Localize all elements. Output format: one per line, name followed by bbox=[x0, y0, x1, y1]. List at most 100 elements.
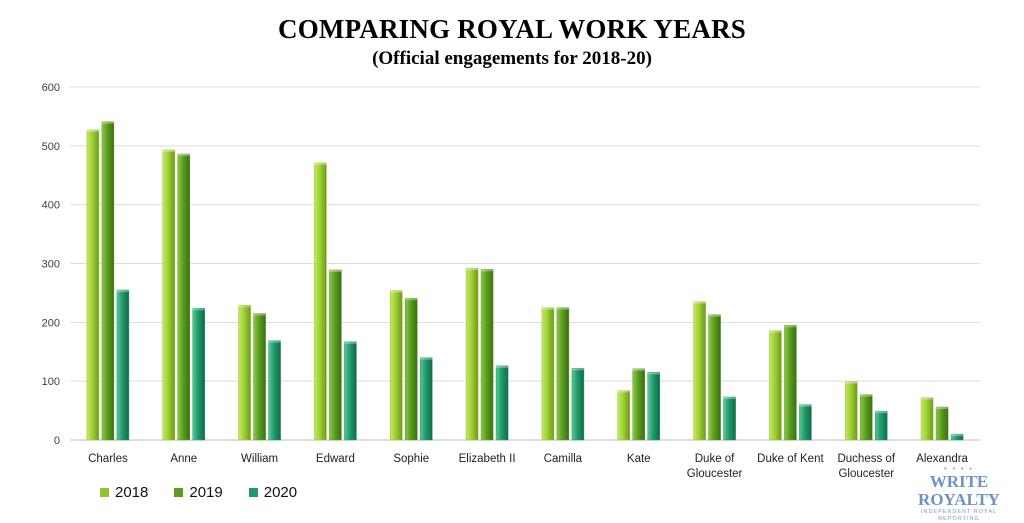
bar-cap bbox=[192, 308, 205, 311]
bar-cap bbox=[632, 368, 645, 371]
category-label-line: Gloucester bbox=[687, 468, 743, 480]
bar-2020 bbox=[268, 340, 281, 441]
bar-2018 bbox=[541, 307, 555, 441]
bar-2020 bbox=[571, 367, 585, 441]
category-label-line: Charles bbox=[88, 453, 128, 465]
legend-label: 2020 bbox=[263, 484, 298, 501]
bar-cap bbox=[496, 365, 509, 368]
bar-cap bbox=[253, 313, 266, 316]
brand-dots: • • • • bbox=[944, 466, 974, 473]
bar-cap bbox=[405, 298, 418, 301]
category-label-line: William bbox=[241, 453, 278, 465]
y-tick-label: 300 bbox=[42, 259, 60, 271]
bar-cap bbox=[571, 368, 584, 371]
brand-logo: • • • • WRITE ROYALTY INDEPENDENT ROYAL … bbox=[900, 466, 1018, 523]
legend-swatch bbox=[248, 488, 258, 497]
legend-item-2020: 2020 bbox=[248, 484, 298, 501]
bar-2018 bbox=[693, 301, 706, 441]
bar-cap bbox=[708, 314, 721, 317]
bar-cap bbox=[344, 341, 357, 344]
bar-2020 bbox=[950, 433, 964, 441]
bar-cap bbox=[723, 397, 736, 400]
category-label-line: Anne bbox=[170, 453, 197, 465]
category-label-line: Duke of bbox=[695, 453, 735, 465]
bar-cap bbox=[329, 269, 342, 272]
bar-2019 bbox=[101, 121, 115, 441]
category-label: Sophie bbox=[393, 453, 429, 465]
chart-subtitle: (Official engagements for 2018-20) bbox=[372, 48, 652, 69]
legend: 2018 2019 2020 bbox=[100, 484, 297, 501]
bar-2020 bbox=[723, 396, 736, 441]
legend-label: 2019 bbox=[189, 484, 223, 501]
chart-title: COMPARING ROYAL WORK YEARS bbox=[278, 14, 746, 44]
bar-2019 bbox=[329, 269, 342, 441]
bar-cap bbox=[799, 404, 812, 407]
bar-cap bbox=[875, 411, 888, 414]
category-label-line: Camilla bbox=[544, 453, 583, 465]
category-label-line: Gloucester bbox=[838, 468, 894, 480]
bar-2019 bbox=[556, 307, 570, 441]
y-tick-label: 100 bbox=[42, 376, 60, 388]
bar-cap bbox=[784, 325, 797, 328]
category-labels: Charles Anne William Edward Sophie Elizabeth … bbox=[88, 453, 968, 480]
category-label: Kate bbox=[627, 453, 651, 465]
bar-cap bbox=[481, 269, 494, 272]
bar-cap bbox=[693, 301, 706, 304]
bar-cap bbox=[647, 372, 660, 375]
bar-2018 bbox=[86, 129, 100, 441]
bar-2019 bbox=[405, 297, 418, 441]
bar-cap bbox=[951, 434, 964, 437]
bars bbox=[86, 121, 964, 441]
bar-cap bbox=[268, 340, 281, 343]
bar-cap bbox=[314, 162, 327, 165]
category-label-line: Sophie bbox=[393, 453, 429, 465]
legend-item-2018: 2018 bbox=[100, 484, 148, 501]
bar-2018 bbox=[845, 381, 858, 441]
bar-2018 bbox=[617, 390, 630, 441]
category-label: Duke of Gloucester bbox=[687, 453, 743, 480]
bar-2019 bbox=[784, 325, 797, 441]
bar-2020 bbox=[875, 410, 888, 441]
y-tick-label: 0 bbox=[54, 435, 60, 447]
bar-cap bbox=[921, 397, 934, 400]
grid-lines: 0 100 200 300 400 500 600 bbox=[42, 82, 980, 447]
category-label-line: Alexandra bbox=[916, 453, 968, 465]
bar-2019 bbox=[177, 153, 190, 441]
bar-2018 bbox=[238, 305, 251, 441]
category-label: Duchess of Gloucester bbox=[837, 453, 895, 480]
category-label: Elizabeth II bbox=[459, 453, 516, 465]
bar-cap bbox=[116, 289, 129, 292]
category-label: William bbox=[241, 453, 278, 465]
bar-2018 bbox=[162, 149, 175, 441]
category-label-line: Kate bbox=[627, 453, 651, 465]
category-label-line: Elizabeth II bbox=[459, 453, 516, 465]
bar-cap bbox=[101, 121, 114, 124]
category-label: Alexandra bbox=[916, 453, 968, 465]
category-label: Camilla bbox=[544, 453, 583, 465]
bar-2019 bbox=[860, 394, 873, 441]
category-label: Duke of Kent bbox=[757, 453, 824, 465]
bar-cap bbox=[390, 290, 403, 293]
brand-name: WRITE ROYALTY bbox=[918, 472, 1000, 509]
bar-cap bbox=[177, 154, 190, 157]
bar-cap bbox=[556, 307, 569, 310]
bar-cap bbox=[845, 381, 858, 384]
category-label-line: Duke of Kent bbox=[757, 453, 824, 465]
bar-2018 bbox=[314, 162, 327, 441]
bar-chart: 0 100 200 300 400 500 600 Charles Anne William Ed… bbox=[42, 82, 980, 480]
bar-2020 bbox=[799, 404, 812, 441]
bar-cap bbox=[769, 330, 782, 333]
legend-swatch bbox=[174, 488, 184, 497]
bar-cap bbox=[162, 149, 175, 152]
bar-2019 bbox=[253, 313, 266, 441]
category-label: Edward bbox=[316, 453, 355, 465]
bar-cap bbox=[420, 357, 433, 360]
bar-2020 bbox=[344, 341, 357, 441]
bar-2018 bbox=[769, 330, 782, 441]
bar-cap bbox=[936, 407, 949, 410]
brand-tagline: INDEPENDENT ROYAL REPORTING bbox=[920, 509, 998, 522]
bar-cap bbox=[541, 307, 554, 310]
bar-2020 bbox=[420, 357, 433, 441]
bar-2019 bbox=[935, 406, 949, 441]
legend-swatch bbox=[100, 488, 109, 497]
